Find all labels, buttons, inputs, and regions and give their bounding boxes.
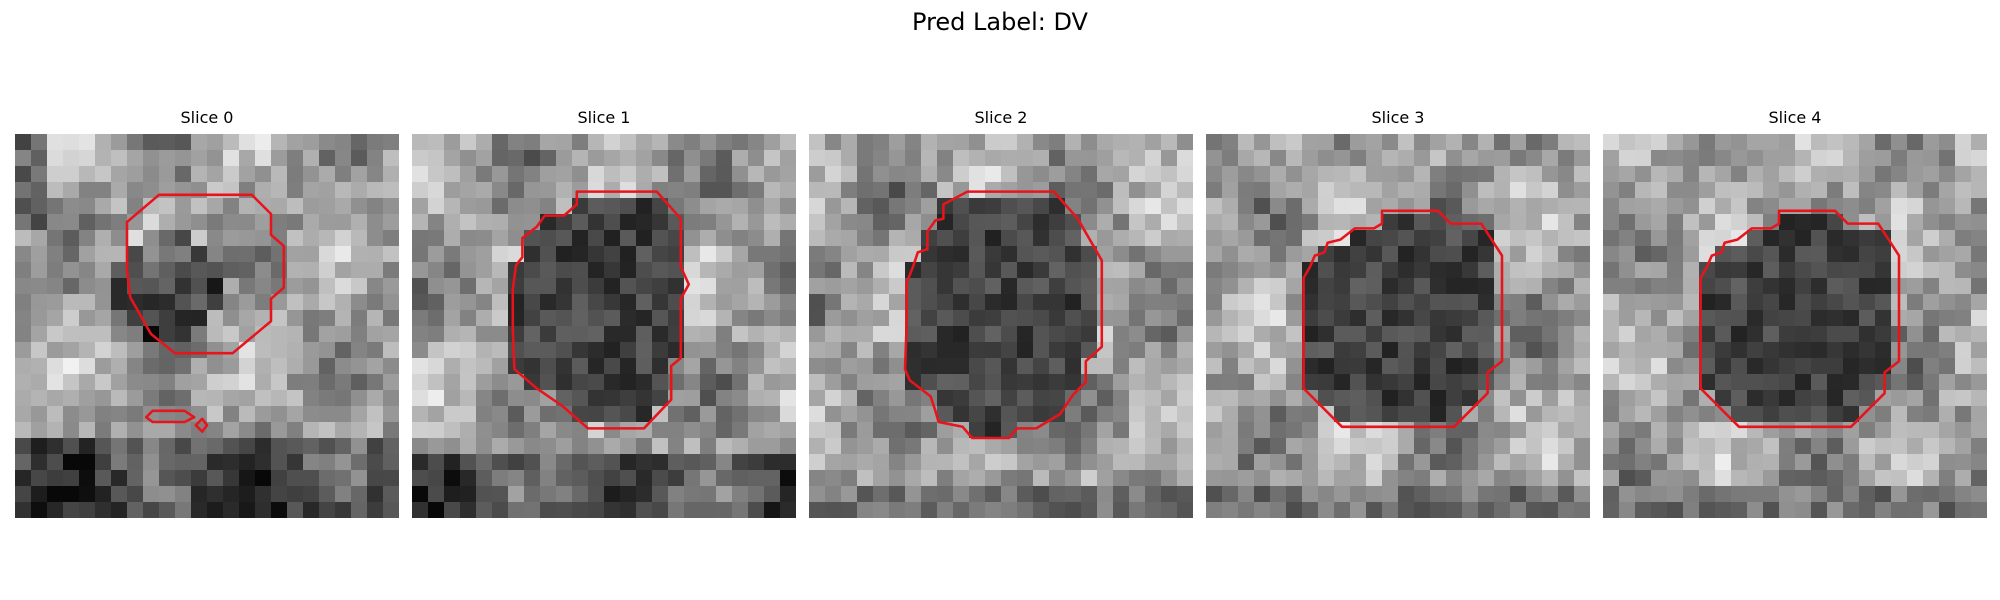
slice-panel-0: Slice 0 — [15, 108, 399, 512]
slice-title: Slice 0 — [15, 108, 399, 127]
pixel-grid — [15, 134, 399, 518]
slice-panel-2: Slice 2 — [809, 108, 1193, 512]
slice-image — [1206, 134, 1590, 518]
slice-panel-1: Slice 1 — [412, 108, 796, 512]
slice-title: Slice 3 — [1206, 108, 1590, 127]
slice-image — [809, 134, 1193, 518]
slice-title: Slice 1 — [412, 108, 796, 127]
pixel-grid — [1603, 134, 1987, 518]
slice-image — [15, 134, 399, 518]
slice-panel-3: Slice 3 — [1206, 108, 1590, 512]
slice-image — [412, 134, 796, 518]
slice-image — [1603, 134, 1987, 518]
slice-title: Slice 2 — [809, 108, 1193, 127]
slice-title: Slice 4 — [1603, 108, 1987, 127]
pixel-grid — [1206, 134, 1590, 518]
figure-title: Pred Label: DV — [0, 8, 2000, 36]
slice-panel-4: Slice 4 — [1603, 108, 1987, 512]
